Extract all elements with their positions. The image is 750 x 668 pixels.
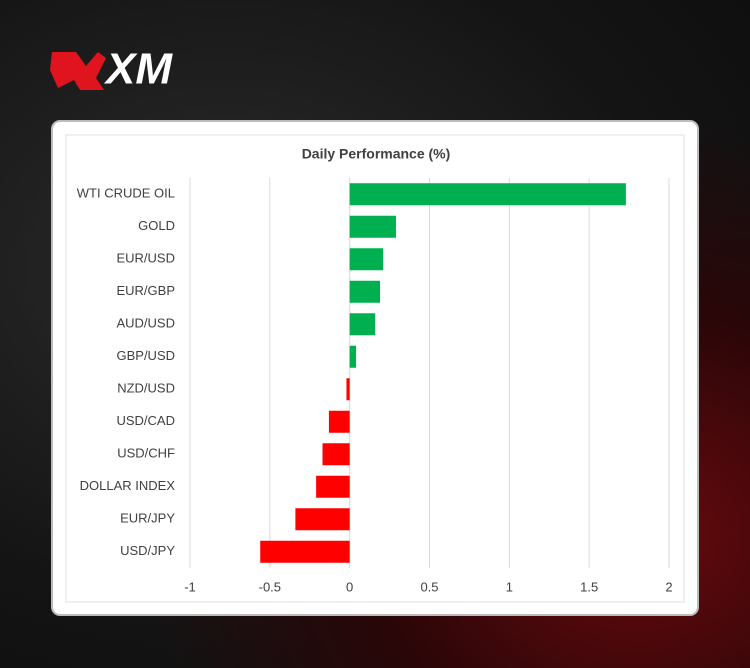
y-tick-label: DOLLAR INDEX (80, 478, 176, 493)
x-tick-label: -1 (184, 579, 196, 594)
x-tick-label: 1.5 (580, 579, 598, 594)
y-tick-label: USD/CHF (117, 446, 175, 461)
y-tick-label: GBP/USD (116, 348, 175, 363)
bar (316, 475, 350, 498)
bar (322, 443, 350, 466)
x-tick-label: 0.5 (420, 579, 438, 594)
x-tick-label: 2 (665, 579, 672, 594)
bar (349, 345, 357, 368)
y-tick-label: EUR/JPY (120, 511, 175, 526)
y-tick-label: EUR/GBP (116, 283, 175, 298)
y-tick-label: EUR/USD (116, 251, 175, 266)
bar (349, 248, 384, 271)
x-tick-label: 1 (506, 579, 513, 594)
bar (346, 378, 350, 401)
chart-title: Daily Performance (%) (302, 146, 451, 162)
y-tick-label: WTI CRUDE OIL (77, 186, 175, 201)
plot-panel (65, 134, 685, 603)
x-tick-label: -0.5 (259, 579, 281, 594)
logo-mark (50, 52, 106, 90)
bar (349, 183, 626, 206)
y-tick-label: AUD/USD (116, 316, 175, 331)
y-tick-label: GOLD (138, 218, 175, 233)
bar (295, 508, 350, 531)
bar (260, 540, 350, 563)
bar (328, 410, 350, 433)
y-tick-label: USD/CAD (116, 413, 175, 428)
bar (349, 215, 396, 238)
x-tick-label: 0 (346, 579, 353, 594)
y-tick-label: NZD/USD (117, 381, 175, 396)
bar (349, 280, 381, 303)
logo-text: XM (103, 45, 173, 94)
bar (349, 313, 376, 336)
y-tick-label: USD/JPY (120, 543, 175, 558)
